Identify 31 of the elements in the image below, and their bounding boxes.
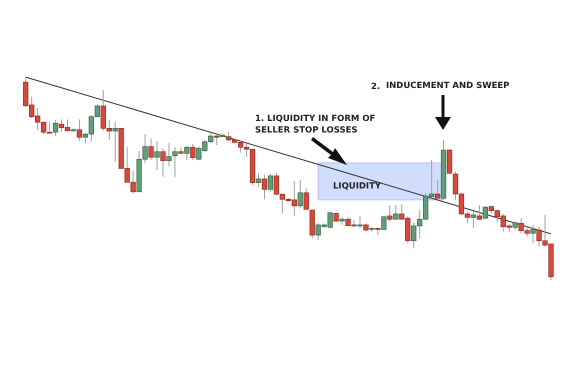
candlestick bbox=[172, 146, 178, 178]
candlestick bbox=[387, 204, 392, 222]
annotation: INDUCEMENT AND SWEEP bbox=[386, 81, 510, 91]
candlestick bbox=[482, 206, 488, 220]
candlestick bbox=[112, 121, 118, 162]
candlestick bbox=[470, 211, 476, 229]
candlestick bbox=[190, 143, 196, 161]
candlestick bbox=[184, 146, 190, 161]
candlestick bbox=[160, 148, 166, 178]
candlestick bbox=[476, 204, 482, 221]
annotation: 2. bbox=[371, 82, 380, 92]
candlestick bbox=[304, 188, 309, 211]
candlestick bbox=[381, 215, 387, 230]
candlestick bbox=[148, 138, 154, 161]
candlestick bbox=[256, 172, 262, 188]
candlestick bbox=[214, 132, 220, 146]
candlestick bbox=[530, 224, 536, 244]
annotation: 1. LIQUIDITY IN FORM OF SELLER STOP LOSSES bbox=[255, 114, 376, 136]
candlestick bbox=[298, 179, 303, 209]
candlestick bbox=[357, 215, 363, 229]
candlestick bbox=[262, 174, 268, 200]
band-label: LIQUIDITY bbox=[333, 181, 382, 192]
candlestick bbox=[154, 140, 160, 171]
candlestick bbox=[52, 120, 58, 137]
candlestick bbox=[268, 172, 274, 192]
candlestick bbox=[76, 118, 82, 142]
candlestick bbox=[434, 179, 440, 199]
candlestick bbox=[393, 204, 398, 221]
candlestick bbox=[166, 142, 172, 166]
candlestick bbox=[446, 148, 452, 175]
candlestick bbox=[333, 212, 339, 224]
